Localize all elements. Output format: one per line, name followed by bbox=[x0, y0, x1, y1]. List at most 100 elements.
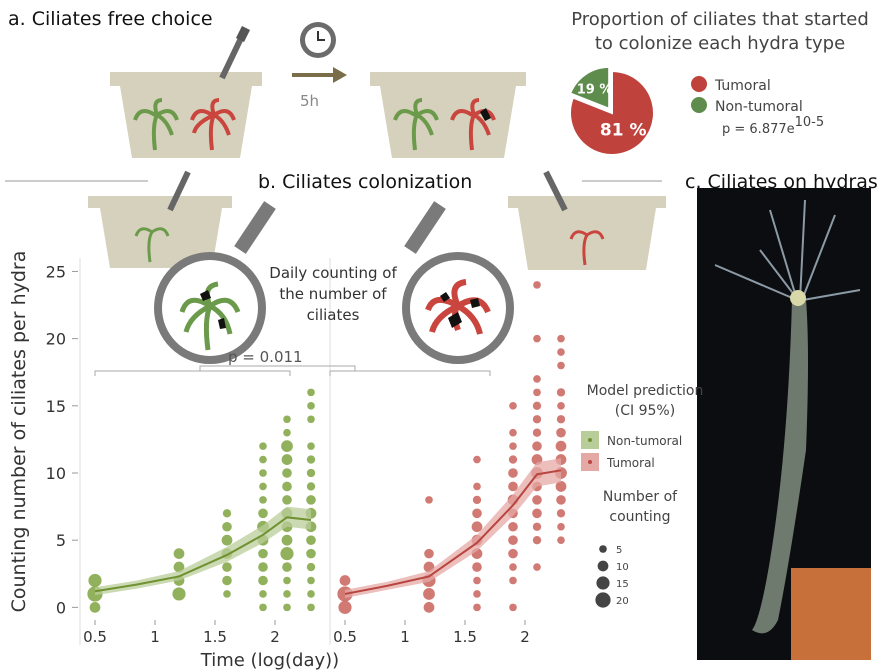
point bbox=[222, 575, 232, 586]
point bbox=[259, 496, 267, 504]
point bbox=[473, 576, 481, 585]
legend-dot bbox=[588, 460, 592, 464]
point bbox=[508, 535, 518, 545]
point bbox=[532, 522, 542, 531]
size-legend-title: Number of counting bbox=[602, 489, 678, 525]
y-tick-label: 25 bbox=[46, 262, 66, 281]
legend-label: Tumoral bbox=[606, 456, 655, 470]
point bbox=[307, 388, 315, 397]
y-axis-label: Counting number of ciliates per hydra bbox=[8, 251, 30, 613]
pie-annotation: p = 6.877e10-5 bbox=[722, 115, 824, 137]
x-tick-label: 1.5 bbox=[203, 628, 227, 646]
point bbox=[556, 388, 566, 397]
point bbox=[533, 281, 541, 289]
size-legend-dot bbox=[595, 592, 611, 608]
p-value: p = 0.011 bbox=[228, 348, 303, 366]
x-axis-label: Time (log(day)) bbox=[200, 650, 339, 670]
point bbox=[557, 361, 565, 370]
point bbox=[533, 388, 541, 397]
pie-label: 81 % bbox=[600, 121, 647, 141]
point bbox=[556, 415, 566, 424]
point bbox=[556, 509, 566, 518]
point bbox=[173, 548, 185, 560]
point bbox=[89, 601, 101, 613]
point bbox=[283, 415, 291, 424]
point bbox=[307, 415, 315, 424]
x-tick-label: 0.5 bbox=[83, 628, 107, 646]
y-tick-label: 15 bbox=[46, 397, 66, 416]
size-legend-dot bbox=[599, 545, 607, 553]
size-legend-dot bbox=[597, 560, 609, 572]
point bbox=[471, 521, 483, 533]
point bbox=[424, 548, 434, 559]
point bbox=[556, 427, 566, 438]
point bbox=[258, 548, 268, 559]
point bbox=[473, 590, 481, 598]
point bbox=[508, 481, 518, 492]
point bbox=[307, 402, 315, 410]
size-legend-label: 20 bbox=[616, 596, 629, 607]
point bbox=[508, 548, 518, 559]
point bbox=[532, 536, 542, 545]
point bbox=[283, 576, 291, 585]
point bbox=[259, 469, 267, 477]
pie-slice bbox=[569, 69, 655, 156]
size-legend-label: 5 bbox=[616, 545, 622, 556]
point bbox=[508, 468, 518, 478]
point bbox=[555, 481, 567, 492]
point bbox=[509, 402, 517, 410]
point bbox=[283, 603, 291, 612]
point bbox=[472, 495, 482, 505]
size-legend-label: 15 bbox=[616, 579, 629, 590]
pie-label: 19 % bbox=[577, 82, 613, 97]
point bbox=[281, 440, 293, 453]
point bbox=[282, 562, 292, 572]
point bbox=[533, 375, 541, 383]
point bbox=[473, 482, 481, 491]
point bbox=[425, 496, 433, 504]
note: Daily counting of the number of ciliates bbox=[269, 264, 397, 324]
point bbox=[423, 601, 435, 613]
point bbox=[281, 454, 293, 465]
point bbox=[283, 428, 291, 437]
point bbox=[259, 603, 267, 612]
ci-band bbox=[345, 458, 561, 598]
panel-a-illustration bbox=[5, 22, 662, 182]
y-tick-label: 0 bbox=[56, 598, 66, 617]
legend-dot bbox=[588, 438, 592, 442]
point bbox=[472, 562, 482, 572]
point bbox=[259, 482, 267, 491]
point bbox=[88, 573, 102, 588]
point bbox=[283, 590, 291, 598]
point bbox=[307, 576, 315, 585]
point bbox=[508, 455, 518, 464]
point bbox=[557, 536, 565, 544]
point bbox=[306, 468, 316, 478]
x-tick-label: 1 bbox=[400, 628, 410, 646]
point bbox=[557, 348, 565, 356]
point bbox=[259, 442, 267, 450]
point bbox=[306, 562, 316, 572]
point bbox=[306, 482, 316, 491]
point bbox=[259, 590, 267, 598]
point bbox=[532, 508, 542, 519]
point bbox=[532, 415, 542, 424]
x-tick-label: 1 bbox=[150, 628, 160, 646]
point bbox=[339, 575, 351, 586]
point bbox=[258, 508, 268, 519]
point bbox=[281, 534, 293, 546]
size-legend-dot bbox=[596, 576, 610, 590]
point bbox=[222, 521, 232, 532]
point bbox=[306, 495, 316, 505]
x-tick-label: 0.5 bbox=[333, 628, 357, 646]
x-tick-label: 1.5 bbox=[453, 628, 477, 646]
x-tick-label: 2 bbox=[520, 628, 530, 646]
point bbox=[509, 576, 517, 585]
point bbox=[532, 441, 542, 451]
legend-label: Non-tumoral bbox=[607, 434, 682, 448]
point bbox=[282, 481, 292, 492]
point bbox=[509, 428, 517, 437]
